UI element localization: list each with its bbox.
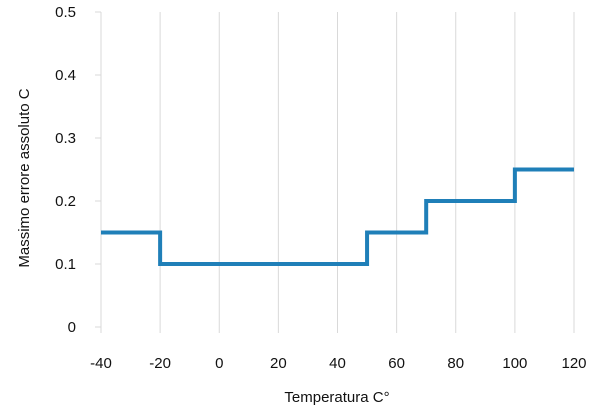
x-tick-label: 40 [329, 355, 346, 372]
x-tick-label: -40 [90, 355, 112, 372]
y-tick-label: 0.2 [55, 193, 76, 210]
grid-layer [95, 11, 575, 333]
x-tick-label: 60 [388, 355, 405, 372]
series-layer [101, 167, 574, 266]
x-tick-label: 100 [502, 355, 527, 372]
y-tick-label: 0.1 [55, 256, 76, 273]
x-tick-label: 0 [215, 355, 223, 372]
y-tick-label: 0.5 [55, 4, 76, 21]
x-tick-label: 80 [447, 355, 464, 372]
series-line [101, 167, 574, 266]
x-tick-label: -20 [149, 355, 171, 372]
x-tick-label: 20 [270, 355, 287, 372]
x-axis-label: Temperatura C° [284, 389, 389, 406]
y-axis-label: Massimo errore assoluto C [16, 88, 33, 267]
y-tick-label: 0 [68, 319, 76, 336]
y-tick-label: 0.4 [55, 67, 76, 84]
x-tick-label: 120 [561, 355, 586, 372]
y-tick-label: 0.3 [55, 130, 76, 147]
y-axis-ticks: 0 0.1 0.2 0.3 0.4 0.5 [55, 4, 76, 336]
x-axis-ticks: -40 -20 0 20 40 60 80 100 120 [90, 355, 586, 372]
